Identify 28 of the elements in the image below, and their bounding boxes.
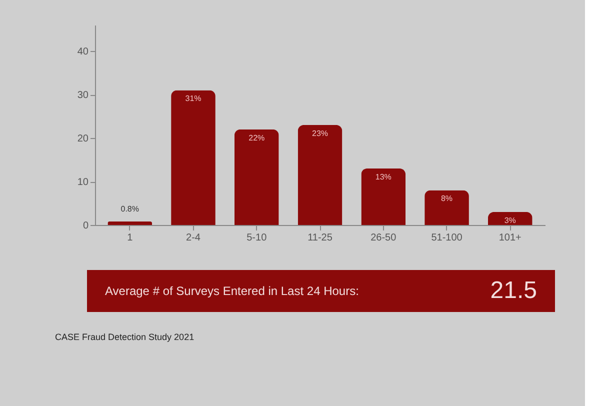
text: CASE Fraud Detection Study 2021 <box>55 332 194 342</box>
bar <box>108 222 152 225</box>
text: 21.5 <box>490 277 537 304</box>
y-tick-label: 0 <box>82 220 89 232</box>
x-tick-label: 2-4 <box>186 232 201 244</box>
bar <box>234 129 279 225</box>
data-label: 0.8% <box>120 204 139 214</box>
bar <box>361 168 406 225</box>
y-tick-label: 10 <box>77 177 89 188</box>
data-label: 3% <box>504 216 516 225</box>
data-label: 13% <box>375 172 392 182</box>
y-tick-label: 30 <box>77 90 89 102</box>
x-tick-label: 26-50 <box>370 232 397 244</box>
x-tick-label: 11-25 <box>308 232 333 244</box>
x-tick-label: 5-10 <box>246 232 268 244</box>
y-tick-label: 20 <box>77 134 89 145</box>
bar <box>171 90 216 225</box>
x-tick-label: 51-100 <box>431 232 463 244</box>
data-label: 31% <box>185 94 202 104</box>
x-tick-label: 101+ <box>498 232 522 244</box>
data-label: 23% <box>312 129 328 138</box>
data-label: 8% <box>440 194 453 204</box>
y-tick-label: 40 <box>77 46 89 58</box>
bar <box>298 125 342 225</box>
data-label: 22% <box>248 133 265 142</box>
text: Average # of Surveys Entered in Last 24 Hours: <box>105 284 359 298</box>
x-tick-label: 1 <box>127 232 134 244</box>
bar <box>424 190 469 225</box>
